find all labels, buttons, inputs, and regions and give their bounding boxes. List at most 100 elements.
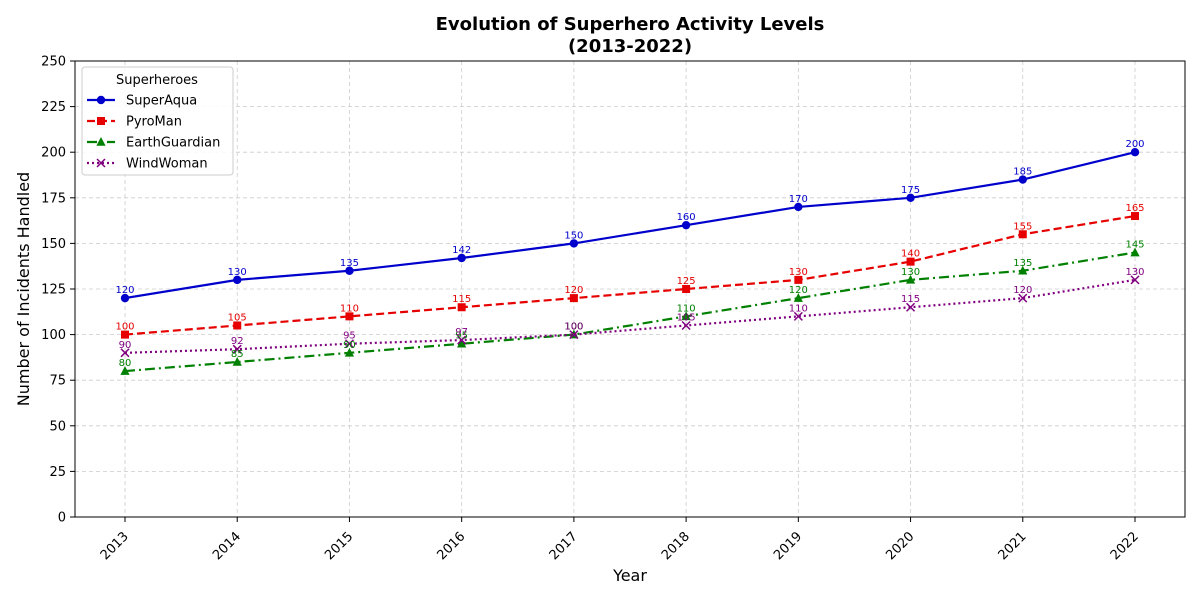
data-label-superaqua: 170 bbox=[789, 194, 808, 205]
legend-entry-pyroman: PyroMan bbox=[87, 115, 182, 130]
data-point-earthguardian bbox=[1018, 265, 1028, 275]
x-tick-label: 2017 bbox=[547, 529, 581, 563]
data-point-windwoman bbox=[1130, 275, 1140, 285]
data-point-pyroman bbox=[345, 312, 354, 321]
data-label-superaqua: 200 bbox=[1125, 139, 1144, 150]
data-labels-layer: 1201301351421501601701751852001001051101… bbox=[115, 139, 1144, 369]
x-tick-label: 2013 bbox=[98, 529, 132, 563]
legend-entry-windwoman: WindWoman bbox=[87, 157, 208, 172]
data-label-superaqua: 175 bbox=[901, 185, 920, 196]
data-label-windwoman: 110 bbox=[789, 303, 808, 314]
data-label-pyroman: 110 bbox=[340, 303, 359, 314]
data-label-earthguardian: 100 bbox=[564, 322, 583, 333]
x-tick-label: 2016 bbox=[434, 529, 468, 563]
data-label-earthguardian: 135 bbox=[1013, 258, 1032, 269]
legend-entry-earthguardian: EarthGuardian bbox=[87, 136, 220, 151]
data-point-pyroman bbox=[906, 257, 915, 266]
legend-marker-pyroman bbox=[97, 117, 105, 125]
data-label-earthguardian: 130 bbox=[901, 267, 920, 278]
data-point-pyroman bbox=[233, 321, 242, 330]
data-point-superaqua bbox=[906, 193, 915, 202]
data-point-pyroman bbox=[569, 294, 578, 303]
series-line-pyroman bbox=[124, 214, 1136, 336]
data-label-windwoman: 115 bbox=[901, 294, 920, 305]
legend-marker-windwoman-stroke-b bbox=[96, 158, 106, 168]
data-point-superaqua bbox=[120, 293, 130, 303]
chart-title-line-2: (2013-2022) bbox=[568, 36, 692, 57]
y-tick-label: 250 bbox=[41, 55, 66, 70]
data-label-windwoman: 105 bbox=[677, 312, 696, 323]
legend-box bbox=[81, 66, 234, 176]
y-tick-label: 0 bbox=[58, 511, 66, 526]
data-label-earthguardian: 120 bbox=[789, 285, 808, 296]
data-label-pyroman: 130 bbox=[789, 267, 808, 278]
data-label-windwoman: 90 bbox=[119, 340, 132, 351]
legend-marker-earthguardian bbox=[96, 137, 106, 146]
legend-label-windwoman: WindWoman bbox=[126, 157, 208, 172]
data-label-superaqua: 160 bbox=[677, 212, 696, 223]
data-point-superaqua bbox=[1130, 148, 1140, 157]
data-point-superaqua bbox=[681, 220, 691, 230]
data-point-pyroman bbox=[1131, 212, 1139, 221]
x-axis: 2013 2014 2015 2016 2017 2018 2019 2020 2021 2022 bbox=[98, 517, 1142, 563]
data-point-earthguardian bbox=[905, 274, 916, 284]
data-point-windwoman bbox=[793, 311, 803, 321]
data-label-superaqua: 142 bbox=[452, 245, 471, 256]
plot-frame bbox=[74, 60, 1186, 518]
data-label-pyroman: 100 bbox=[115, 322, 134, 333]
data-point-windwoman bbox=[681, 320, 691, 331]
data-label-superaqua: 120 bbox=[115, 285, 134, 296]
data-point-earthguardian bbox=[232, 356, 242, 366]
data-point-windwoman-stroke-b bbox=[120, 348, 130, 358]
y-tick-label: 125 bbox=[41, 283, 66, 298]
y-tick-label: 150 bbox=[41, 237, 66, 252]
data-point-earthguardian bbox=[1130, 247, 1140, 257]
data-label-earthguardian: 95 bbox=[455, 331, 468, 342]
y-tick-label: 25 bbox=[49, 465, 66, 480]
data-label-superaqua: 185 bbox=[1013, 167, 1032, 178]
data-label-superaqua: 150 bbox=[564, 230, 583, 241]
y-tick-label: 50 bbox=[49, 419, 66, 434]
y-tick-label: 100 bbox=[41, 328, 66, 343]
chart-title: Evolution of Superhero Activity Levels (… bbox=[436, 14, 825, 57]
y-tick-label: 75 bbox=[49, 374, 66, 389]
data-point-earthguardian bbox=[120, 366, 130, 375]
data-label-pyroman: 155 bbox=[1013, 221, 1032, 232]
series-pyroman bbox=[121, 212, 1139, 339]
data-point-windwoman-stroke-b bbox=[344, 339, 354, 349]
series-line-superaqua bbox=[124, 151, 1136, 300]
data-point-windwoman-stroke-b bbox=[793, 311, 803, 321]
data-point-windwoman-stroke-b bbox=[906, 302, 916, 312]
data-point-superaqua bbox=[569, 239, 579, 248]
y-tick-label: 225 bbox=[41, 100, 66, 115]
data-label-windwoman: 130 bbox=[1125, 267, 1144, 278]
legend-label-earthguardian: EarthGuardian bbox=[126, 136, 220, 151]
legend-marker-windwoman bbox=[96, 158, 106, 168]
data-point-windwoman-stroke-b bbox=[681, 320, 691, 331]
data-point-earthguardian bbox=[457, 338, 467, 348]
data-point-windwoman bbox=[120, 348, 130, 358]
data-point-earthguardian bbox=[793, 293, 803, 302]
chart-title-line-1: Evolution of Superhero Activity Levels bbox=[436, 14, 825, 35]
data-point-windwoman-stroke-b bbox=[457, 335, 467, 345]
data-label-superaqua: 135 bbox=[340, 258, 359, 269]
data-label-windwoman: 100 bbox=[564, 322, 583, 333]
data-label-earthguardian: 110 bbox=[677, 303, 696, 314]
data-point-windwoman bbox=[344, 339, 354, 349]
data-label-earthguardian: 85 bbox=[231, 349, 244, 360]
x-tick-label: 2018 bbox=[659, 529, 693, 563]
data-point-earthguardian bbox=[681, 311, 691, 321]
data-label-windwoman: 92 bbox=[231, 336, 244, 347]
data-label-earthguardian: 90 bbox=[343, 340, 356, 351]
data-point-windwoman bbox=[906, 302, 916, 312]
series-line-earthguardian bbox=[124, 251, 1136, 373]
data-point-windwoman-stroke-b bbox=[569, 330, 579, 340]
series-windwoman bbox=[120, 275, 1140, 358]
y-axis: 0 25 50 75 100 125 150 175 200 225 250 bbox=[41, 55, 75, 526]
series-layer bbox=[120, 148, 1140, 375]
data-label-windwoman: 97 bbox=[455, 327, 468, 338]
data-point-pyroman bbox=[682, 285, 691, 293]
data-label-superaqua: 130 bbox=[228, 267, 247, 278]
x-tick-label: 2014 bbox=[210, 529, 244, 563]
data-point-pyroman bbox=[121, 330, 129, 339]
